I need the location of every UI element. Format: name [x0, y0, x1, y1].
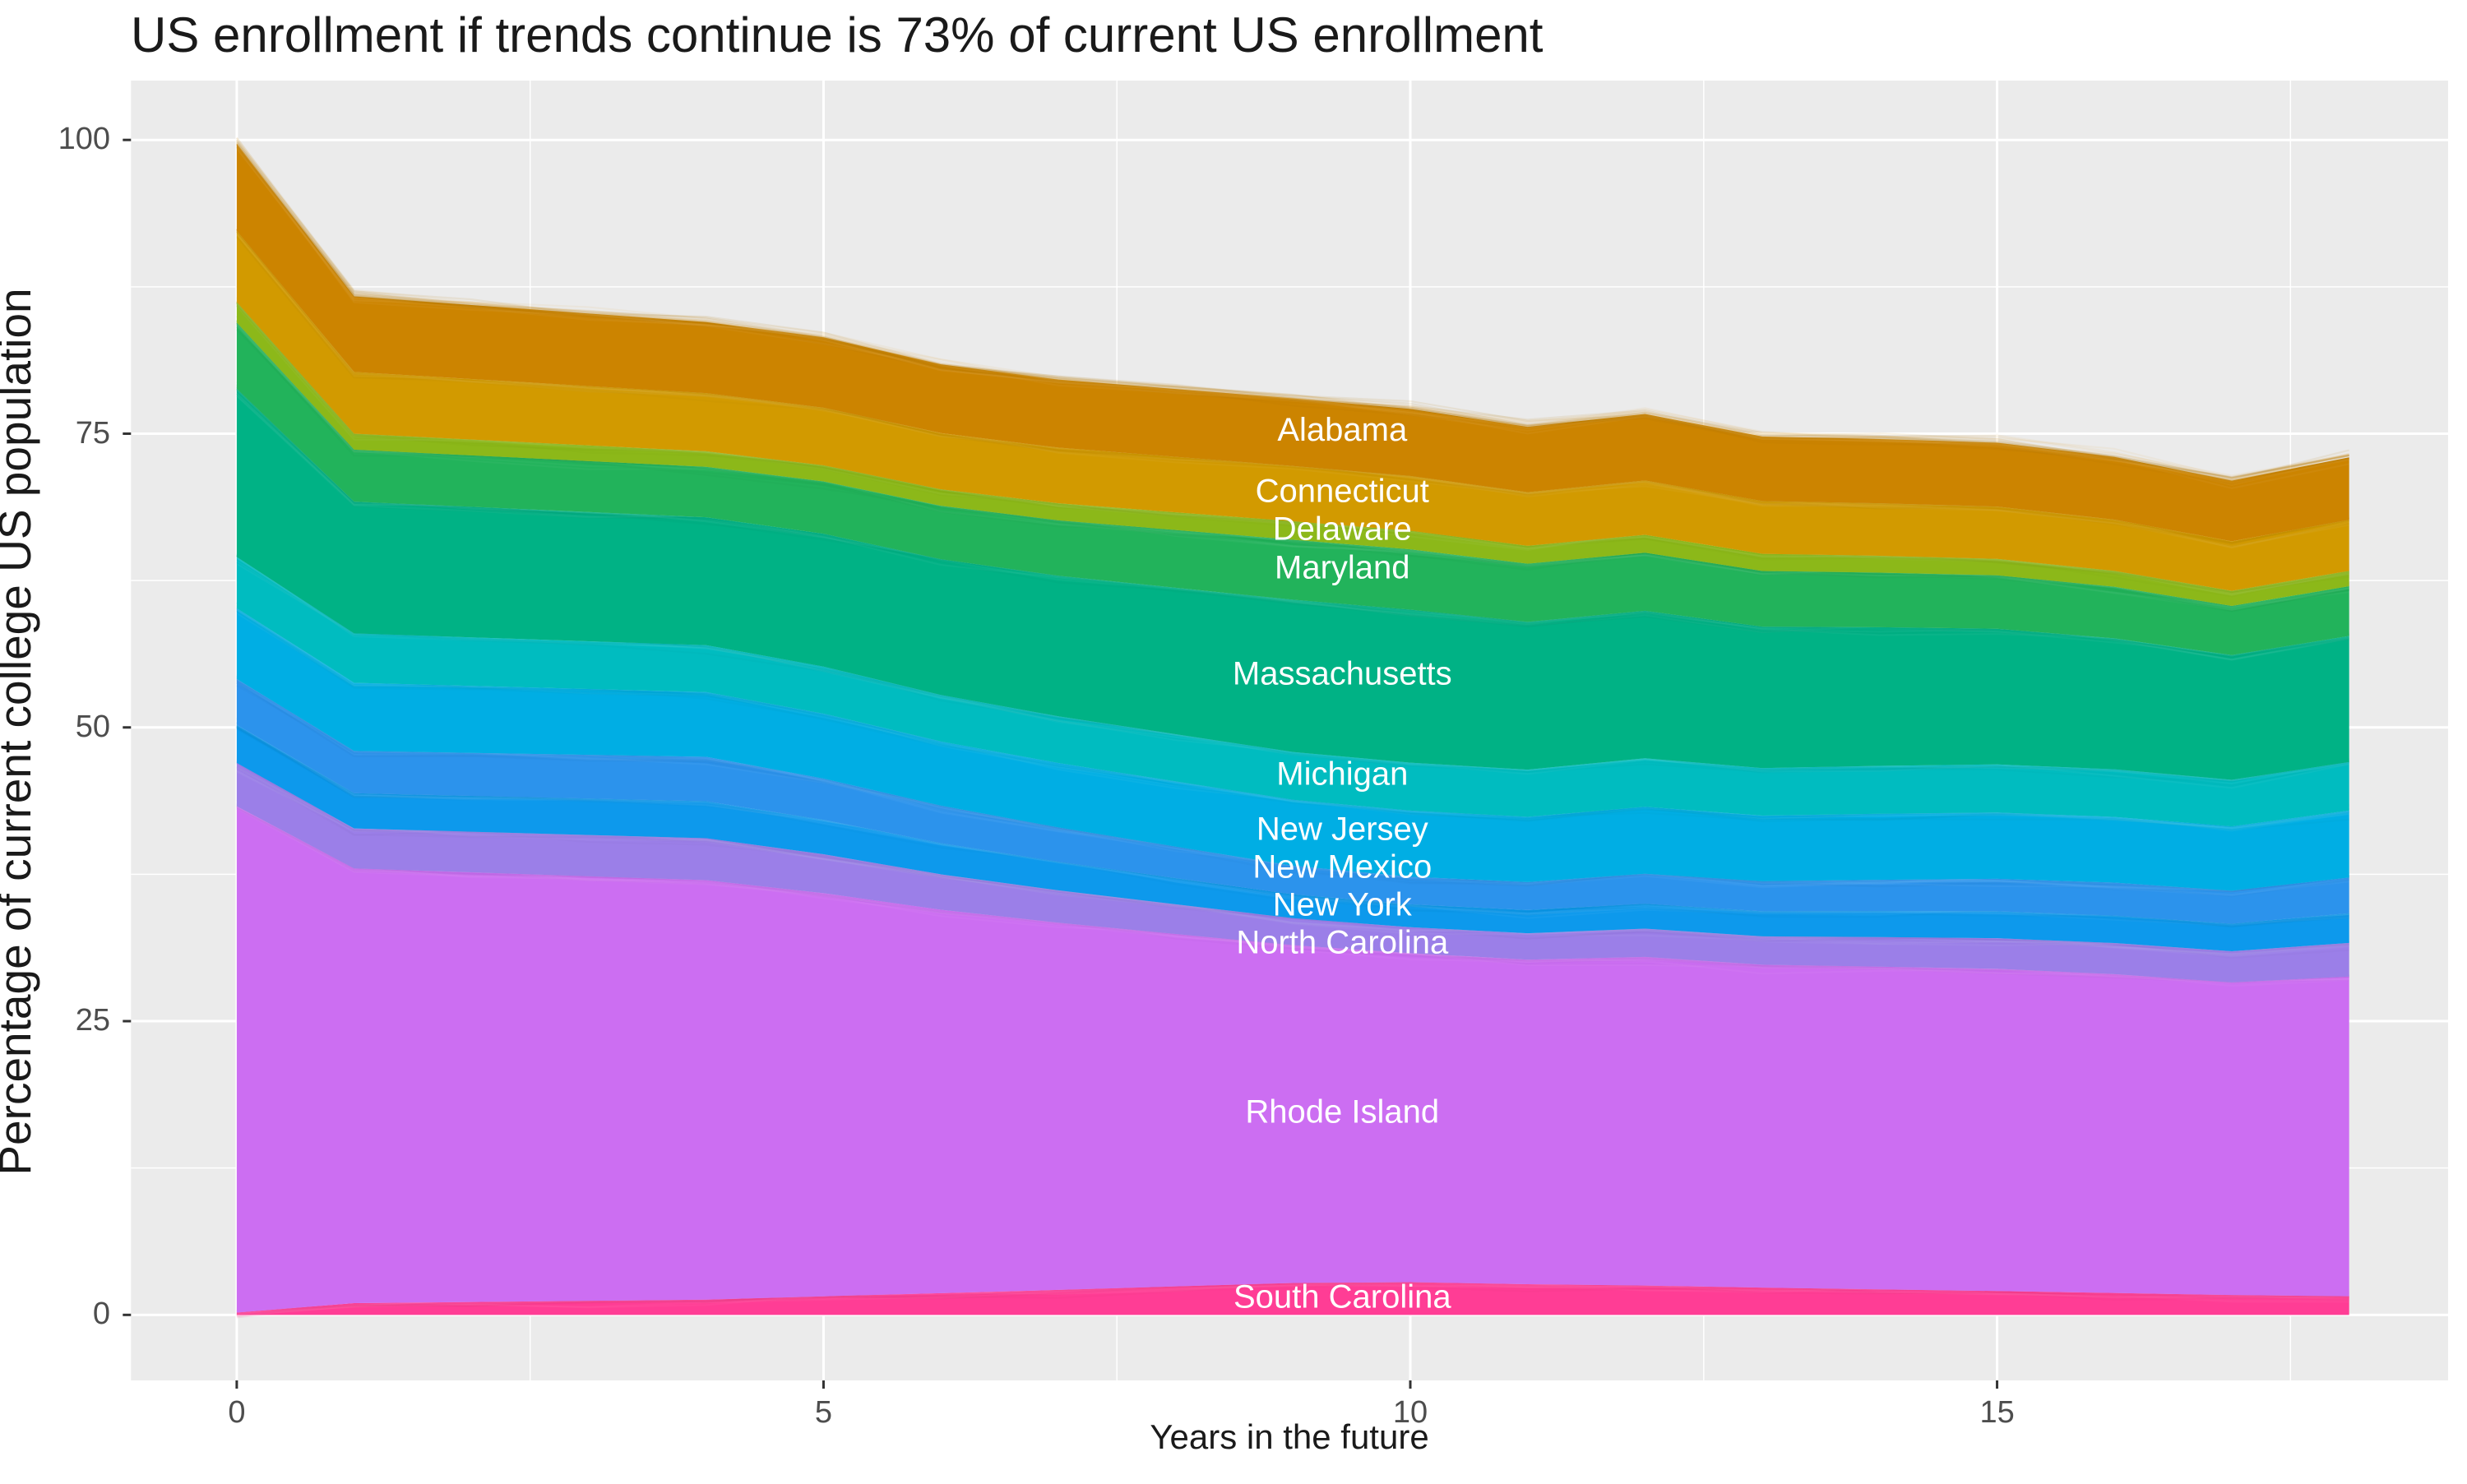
svg-text:Alabama: Alabama [1277, 412, 1408, 448]
svg-text:Michigan: Michigan [1276, 756, 1408, 792]
svg-text:Rhode Island: Rhode Island [1245, 1094, 1439, 1130]
svg-text:New York: New York [1273, 886, 1413, 922]
svg-text:Maryland: Maryland [1275, 550, 1410, 586]
svg-text:New Jersey: New Jersey [1257, 811, 1428, 847]
svg-text:North Carolina: North Carolina [1236, 924, 1449, 960]
svg-text:Massachusetts: Massachusetts [1233, 656, 1452, 692]
svg-text:New Mexico: New Mexico [1252, 848, 1432, 885]
svg-text:Connecticut: Connecticut [1256, 473, 1429, 509]
svg-text:Delaware: Delaware [1273, 511, 1412, 547]
svg-text:South Carolina: South Carolina [1234, 1278, 1451, 1315]
